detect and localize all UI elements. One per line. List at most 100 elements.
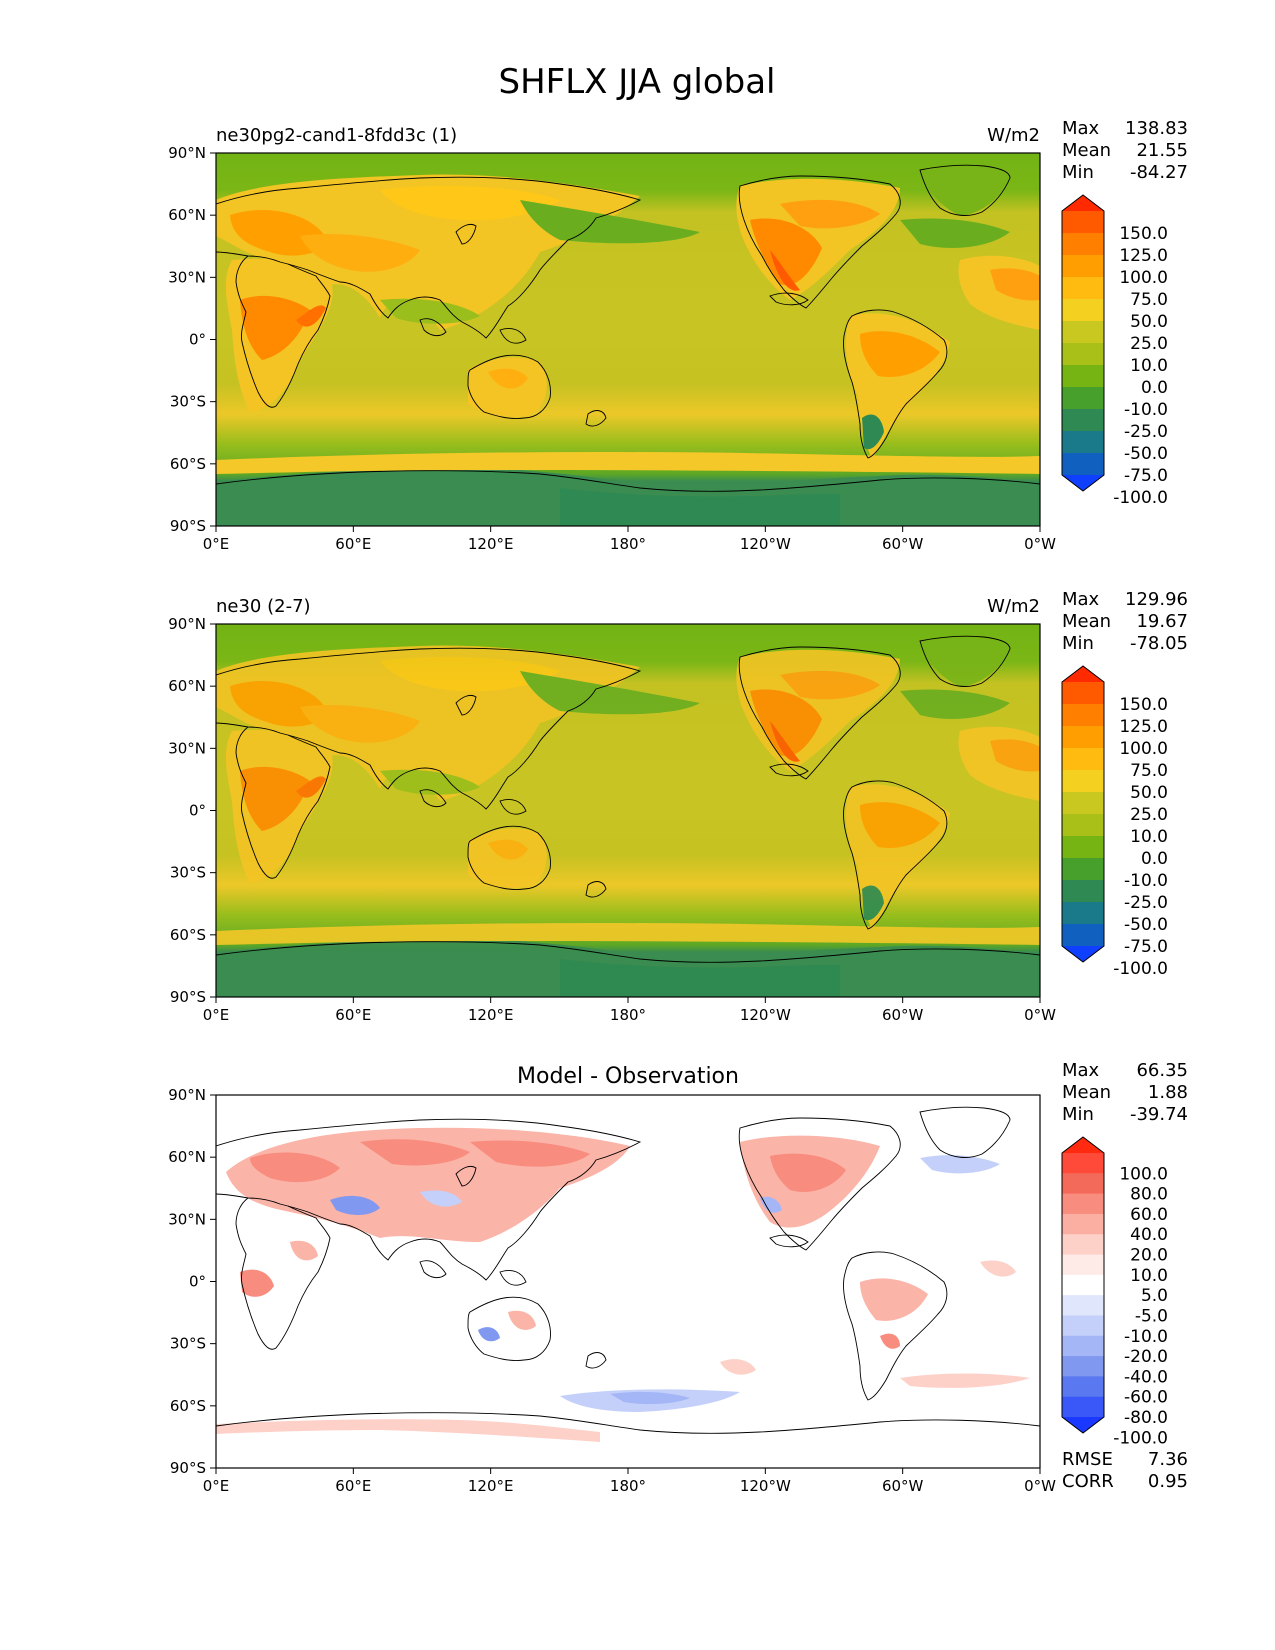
panel-title: ne30 (2-7) xyxy=(216,596,311,617)
x-tick-label: 0°W xyxy=(1024,535,1056,553)
colorbar-bin xyxy=(1062,1356,1104,1377)
colorbar-tick-label: 100.0 xyxy=(1119,268,1168,288)
colorbar-tick-label: 100.0 xyxy=(1119,1164,1168,1184)
colorbar-bin xyxy=(1062,1153,1104,1174)
colorbar-tick-label: 20.0 xyxy=(1130,1246,1168,1266)
colorbar-tick-label: 150.0 xyxy=(1119,224,1168,244)
colorbar-tick-label: -100.0 xyxy=(1113,1428,1168,1448)
colorbar-tick-label: 25.0 xyxy=(1130,334,1168,354)
figure-title: SHFLX JJA global xyxy=(499,62,776,102)
colorbar-bin xyxy=(1062,748,1104,771)
colorbar-tick-label: -50.0 xyxy=(1124,444,1168,464)
colorbar-outline xyxy=(1061,1136,1105,1434)
x-tick-label: 60°E xyxy=(335,1006,371,1024)
map-field-ref xyxy=(216,624,1040,997)
x-tick-label: 120°E xyxy=(468,1006,514,1024)
colorbar-bin xyxy=(1062,880,1104,903)
colorbar-bin xyxy=(1062,770,1104,793)
colorbar-bin xyxy=(1062,1193,1104,1215)
x-tick-label: 180° xyxy=(610,1477,646,1495)
colorbar-bin xyxy=(1062,387,1104,410)
x-tick-label: 180° xyxy=(610,535,646,553)
colorbar-bin xyxy=(1062,726,1104,749)
colorbar-bin xyxy=(1062,1234,1104,1256)
colorbar-tick-label: -10.0 xyxy=(1124,1327,1168,1347)
colorbar-bin xyxy=(1062,814,1104,837)
y-tick-label: 60°S xyxy=(170,926,206,944)
stat-value: -78.05 xyxy=(1130,633,1188,654)
colorbar-tick-label: -80.0 xyxy=(1124,1408,1168,1428)
stat-label: Min xyxy=(1062,1104,1094,1125)
panel-test: ne30pg2-cand1-8fdd3c (1) W/m2 0°E 60°E 120°E… xyxy=(168,118,1188,553)
stat-value: 66.35 xyxy=(1136,1060,1188,1081)
colorbar-bin xyxy=(1062,409,1104,432)
x-tick-label: 0°E xyxy=(203,1006,230,1024)
y-tick-label: 30°N xyxy=(168,739,206,757)
x-tick-label: 120°W xyxy=(740,535,791,553)
x-tick-label: 120°W xyxy=(740,1477,791,1495)
stat-label: Mean xyxy=(1062,1082,1111,1103)
x-tick-label: 0°W xyxy=(1024,1006,1056,1024)
stat-value: 138.83 xyxy=(1125,118,1188,139)
y-tick-label: 60°S xyxy=(170,455,206,473)
y-tick-label: 0° xyxy=(189,331,206,349)
stat-value: -39.74 xyxy=(1130,1104,1188,1125)
colorbar-tick-label: -25.0 xyxy=(1124,422,1168,442)
stat-label: Min xyxy=(1062,633,1094,654)
stat-label: Max xyxy=(1062,118,1100,139)
panel-title: ne30pg2-cand1-8fdd3c (1) xyxy=(216,125,457,146)
colorbar-tick-label: 50.0 xyxy=(1130,312,1168,332)
colorbar-bin xyxy=(1062,792,1104,815)
x-tick-label: 120°E xyxy=(468,535,514,553)
colorbar-tick-label: 10.0 xyxy=(1130,356,1168,376)
colorbar-tick-label: 150.0 xyxy=(1119,695,1168,715)
y-tick-label: 0° xyxy=(189,1273,206,1291)
stat-value: -84.27 xyxy=(1130,162,1188,183)
colorbar-bin xyxy=(1062,1396,1104,1418)
colorbar-tick-label: 40.0 xyxy=(1130,1225,1168,1245)
colorbar-bin xyxy=(1062,682,1104,705)
colorbar-outline xyxy=(1061,194,1105,492)
y-tick-label: 30°N xyxy=(168,268,206,286)
colorbar-extend-min xyxy=(1062,1417,1104,1433)
x-tick-label: 120°W xyxy=(740,1006,791,1024)
colorbar-bin xyxy=(1062,1295,1104,1316)
colorbar-bin xyxy=(1062,1213,1104,1235)
colorbar-tick-label: -75.0 xyxy=(1124,466,1168,486)
colorbar-bin xyxy=(1062,211,1104,234)
colorbar-bin xyxy=(1062,902,1104,925)
colorbar-tick-label: -100.0 xyxy=(1113,488,1168,508)
colorbar-tick-label: 0.0 xyxy=(1141,378,1168,398)
stat-label: Min xyxy=(1062,162,1094,183)
colorbar-tick-label: 75.0 xyxy=(1130,761,1168,781)
panels: ne30pg2-cand1-8fdd3c (1) W/m2 0°E 60°E 120°E… xyxy=(168,118,1188,1495)
y-tick-label: 60°N xyxy=(168,1148,206,1166)
x-tick-label: 60°W xyxy=(882,535,924,553)
y-tick-label: 90°S xyxy=(170,1459,206,1477)
colorbar-tick-label: 125.0 xyxy=(1119,717,1168,737)
colorbar-bin xyxy=(1062,1254,1104,1276)
colorbar-outline xyxy=(1061,665,1105,963)
colorbar-tick-label: -20.0 xyxy=(1124,1347,1168,1367)
colorbar-bin xyxy=(1062,924,1104,947)
colorbar-bin xyxy=(1062,233,1104,256)
stat-label: Mean xyxy=(1062,140,1111,161)
y-tick-label: 90°N xyxy=(168,615,206,633)
y-tick-label: 90°N xyxy=(168,1086,206,1104)
colorbar-bin xyxy=(1062,255,1104,278)
metric-label: CORR xyxy=(1062,1471,1114,1492)
colorbar-bin xyxy=(1062,858,1104,881)
colorbar-bin xyxy=(1062,365,1104,388)
colorbar-extend-min xyxy=(1062,946,1104,962)
y-tick-label: 30°S xyxy=(170,1335,206,1353)
x-tick-label: 0°E xyxy=(203,1477,230,1495)
colorbar-extend-min xyxy=(1062,475,1104,491)
y-tick-label: 90°N xyxy=(168,144,206,162)
colorbar-tick-label: 75.0 xyxy=(1130,290,1168,310)
colorbar-bin xyxy=(1062,704,1104,727)
colorbar-tick-label: -5.0 xyxy=(1135,1306,1168,1326)
colorbar-tick-label: 0.0 xyxy=(1141,849,1168,869)
stat-value: 19.67 xyxy=(1136,611,1188,632)
stat-label: Max xyxy=(1062,1060,1100,1081)
stat-value: 129.96 xyxy=(1125,589,1188,610)
